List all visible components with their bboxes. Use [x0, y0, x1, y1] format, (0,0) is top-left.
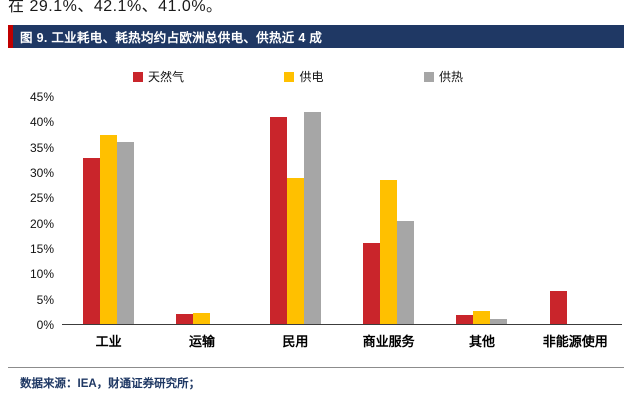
legend-item: 供热: [423, 68, 463, 85]
y-axis-tick-label: 5%: [36, 292, 54, 307]
bar: [286, 177, 304, 324]
bar: [100, 134, 118, 324]
y-axis-tick-label: 15%: [29, 241, 54, 256]
footer-divider: [8, 367, 624, 368]
bar-chart: 天然气 供电 供热 45% 40% 35% 30% 25% 20% 15% 10% 5% 0% 工业 运…: [8, 60, 624, 360]
figure-title-bar: 图 9. 工业耗电、耗热均约占欧洲总供电、供热近 4 成: [8, 25, 624, 48]
x-axis-label: 其他: [468, 334, 495, 349]
bar: [549, 291, 567, 324]
bar-group: [342, 97, 435, 324]
title-accent-bar: [8, 25, 13, 48]
legend-label: 供热: [438, 70, 463, 84]
data-source: 数据来源：IEA，财通证券研究所；: [20, 378, 201, 390]
y-axis-labels: 45% 40% 35% 30% 25% 20% 15% 10% 5% 0%: [8, 90, 54, 332]
y-axis-tick-label: 35%: [29, 140, 54, 155]
y-axis-tick-label: 10%: [29, 267, 54, 282]
legend-swatch: [133, 71, 143, 82]
bar: [303, 112, 321, 324]
legend-item: 供电: [284, 68, 324, 85]
bar: [176, 313, 194, 324]
legend-label: 供电: [299, 70, 324, 84]
bar-group: [62, 97, 155, 324]
y-axis-tick-label: 40%: [29, 115, 54, 130]
bar: [380, 180, 398, 324]
chart-legend: 天然气 供电 供热: [133, 68, 463, 85]
x-axis-labels: 工业 运输 民用 商业服务 其他 非能源使用: [62, 331, 622, 350]
bar: [456, 315, 474, 324]
x-axis-label: 商业服务: [362, 334, 415, 349]
bar-group: [249, 97, 342, 324]
legend-swatch: [423, 71, 434, 82]
bar: [397, 220, 415, 324]
y-axis-tick-label: 25%: [29, 191, 54, 206]
x-axis-label: 运输: [188, 334, 215, 349]
bar-group: [435, 97, 528, 324]
y-axis-tick-label: 30%: [29, 165, 54, 180]
bar: [490, 318, 508, 324]
bar: [193, 312, 211, 324]
y-axis-tick-label: 0%: [36, 317, 54, 332]
y-axis-tick-label: 45%: [29, 90, 54, 104]
bar: [473, 311, 491, 324]
bar: [363, 243, 381, 324]
x-axis-label: 民用: [282, 334, 309, 349]
bar-group: [155, 97, 248, 324]
legend-label: 天然气: [148, 70, 185, 84]
bar: [269, 117, 287, 324]
bar: [117, 142, 135, 324]
body-text: 在 29.1%、42.1%、41.0%。: [8, 0, 223, 15]
legend-item: 天然气: [133, 68, 184, 85]
x-axis-label: 非能源使用: [542, 334, 608, 349]
bar-group: [529, 97, 622, 324]
legend-swatch: [284, 71, 295, 82]
y-axis-tick-label: 20%: [29, 216, 54, 231]
plot-area: [62, 97, 622, 325]
figure-title: 图 9. 工业耗电、耗热均约占欧洲总供电、供热近 4 成: [20, 31, 323, 45]
x-axis-label: 工业: [95, 334, 122, 349]
bar: [83, 157, 101, 324]
